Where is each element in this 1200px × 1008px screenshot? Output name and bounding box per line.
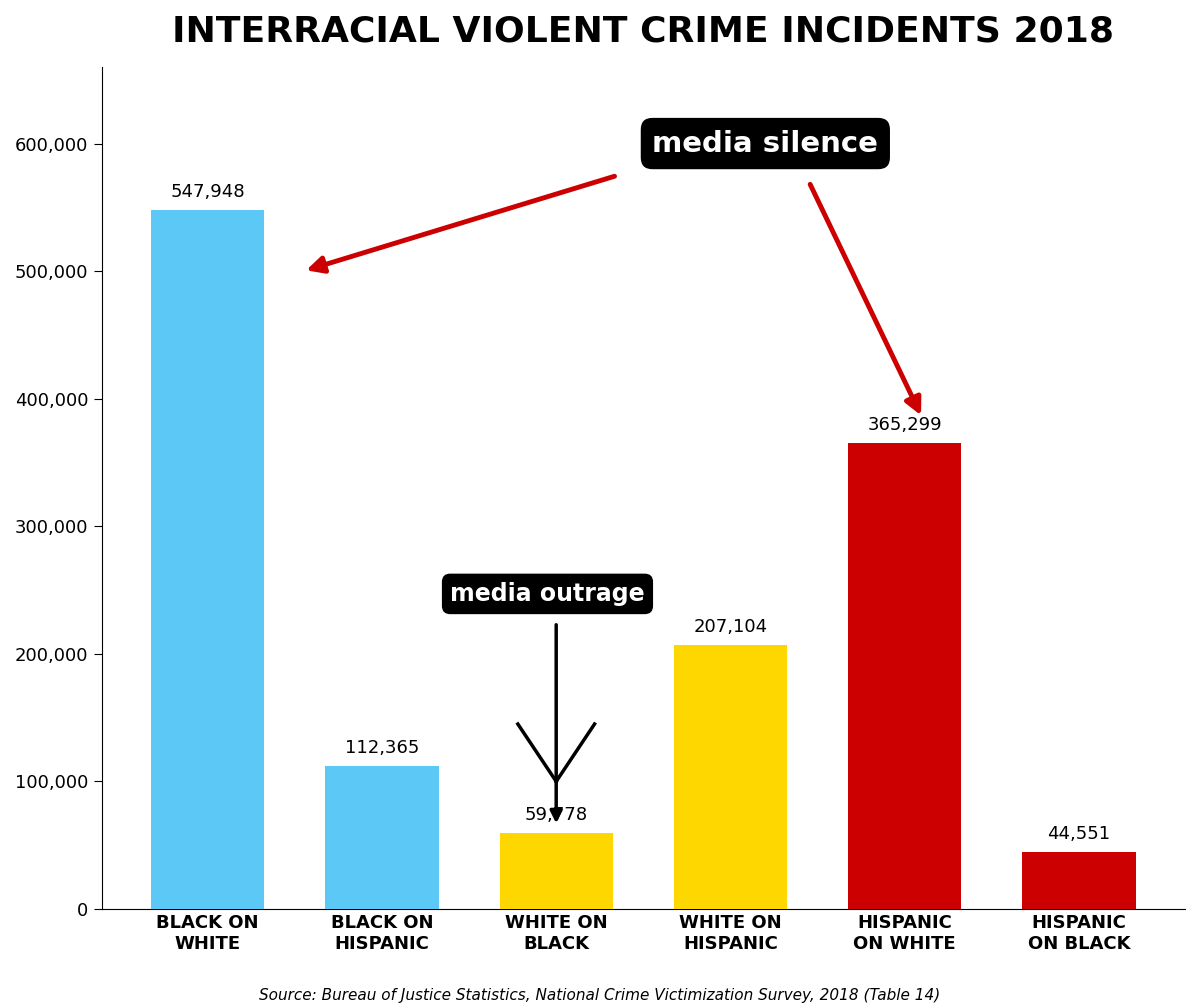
Bar [499,833,613,909]
Text: 207,104: 207,104 [694,618,768,636]
Text: 44,551: 44,551 [1048,826,1111,844]
Text: Source: Bureau of Justice Statistics, National Crime Victimization Survey, 2018 : Source: Bureau of Justice Statistics, Na… [259,988,941,1003]
Bar [1022,852,1135,909]
Title: INTERRACIAL VIOLENT CRIME INCIDENTS 2018: INTERRACIAL VIOLENT CRIME INCIDENTS 2018 [173,15,1115,49]
Text: 365,299: 365,299 [868,416,942,434]
Text: media outrage: media outrage [450,582,644,606]
Bar [848,443,961,909]
Text: media silence: media silence [653,130,878,157]
Text: 112,365: 112,365 [344,739,419,757]
Bar [674,645,787,909]
Bar [325,766,438,909]
Text: 547,948: 547,948 [170,183,245,201]
Text: 59,778: 59,778 [524,805,588,824]
Bar [151,210,264,909]
